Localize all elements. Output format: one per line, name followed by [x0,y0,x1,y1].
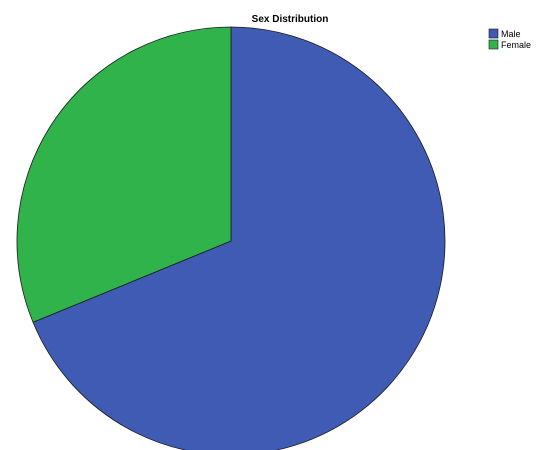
pie-slices [16,26,446,450]
pie-slice-male [32,26,446,450]
chart-legend: Male Female [488,28,531,50]
legend-label-male: Male [501,29,521,39]
pie-slice-female [16,26,232,323]
legend-label-female: Female [501,40,531,50]
legend-swatch-male [488,28,499,39]
chart-title: Sex Distribution [252,14,329,25]
legend-swatch-female [488,39,499,50]
